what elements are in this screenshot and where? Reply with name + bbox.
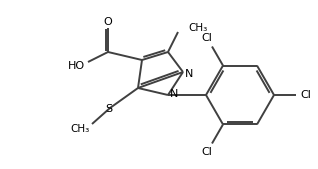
Text: Cl: Cl bbox=[202, 147, 212, 157]
Text: N: N bbox=[170, 89, 178, 99]
Text: HO: HO bbox=[67, 61, 85, 71]
Text: N: N bbox=[185, 69, 193, 79]
Text: O: O bbox=[104, 17, 112, 27]
Text: CH₃: CH₃ bbox=[188, 23, 207, 33]
Text: Cl: Cl bbox=[202, 33, 212, 43]
Text: Cl: Cl bbox=[301, 90, 311, 100]
Text: S: S bbox=[106, 104, 113, 114]
Text: CH₃: CH₃ bbox=[70, 124, 90, 134]
